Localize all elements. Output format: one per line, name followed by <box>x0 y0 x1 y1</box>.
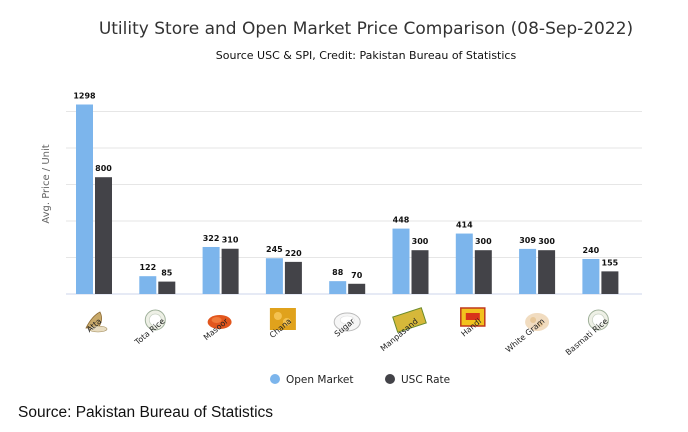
chart-title: Utility Store and Open Market Price Comp… <box>99 19 633 39</box>
data-label-usc-rate-basmati-rice: 155 <box>602 258 619 267</box>
data-label-open-market-handi: 414 <box>456 221 473 230</box>
bar-open-market-white-gram[interactable] <box>519 248 537 294</box>
data-label-open-market-white-gram: 309 <box>519 236 536 245</box>
data-label-open-market-sugar: 88 <box>332 268 344 277</box>
spice-box-icon <box>460 307 486 327</box>
source-footer: Source: Pakistan Bureau of Statistics <box>18 404 274 421</box>
data-label-usc-rate-tota-rice: 85 <box>161 269 173 278</box>
bars <box>76 104 619 295</box>
white-gram-icon <box>525 313 550 331</box>
data-label-usc-rate-sugar: 70 <box>351 271 363 280</box>
legend-label: Open Market <box>286 374 353 386</box>
flour-icon <box>85 311 108 333</box>
data-label-open-market-manpasand: 448 <box>393 216 410 225</box>
bar-usc-rate-manpasand[interactable] <box>411 250 429 294</box>
data-label-open-market-atta: 1298 <box>73 92 96 101</box>
bar-open-market-handi[interactable] <box>455 233 473 294</box>
bar-open-market-masoor[interactable] <box>202 246 220 294</box>
bar-usc-rate-tota-rice[interactable] <box>158 281 176 294</box>
bar-usc-rate-atta[interactable] <box>95 177 112 294</box>
bar-open-market-tota-rice[interactable] <box>139 276 157 294</box>
data-label-usc-rate-white-gram: 300 <box>538 237 555 246</box>
data-label-usc-rate-masoor: 310 <box>222 236 239 245</box>
packet-icon <box>392 307 427 333</box>
tick-label-basmati-rice: Basmati Rice <box>564 317 610 358</box>
data-label-usc-rate-manpasand: 300 <box>412 237 429 246</box>
data-label-open-market-chana: 245 <box>266 245 283 254</box>
y-axis-label: Avg. Price / Unit <box>41 144 52 223</box>
data-label-open-market-masoor: 322 <box>203 234 220 243</box>
sugar-icon <box>333 312 361 332</box>
bar-open-market-sugar[interactable] <box>329 281 347 294</box>
legend-marker <box>385 374 395 384</box>
legend-label: USC Rate <box>401 374 450 386</box>
data-label-open-market-tota-rice: 122 <box>139 263 156 272</box>
rice-bowl-icon <box>144 309 166 331</box>
legend-item-open-market[interactable]: Open Market <box>270 374 353 386</box>
data-label-usc-rate-handi: 300 <box>475 237 492 246</box>
bar-usc-rate-white-gram[interactable] <box>538 250 556 294</box>
data-label-usc-rate-atta: 800 <box>95 164 112 173</box>
lentils-icon <box>207 315 232 329</box>
basmati-rice-icon <box>587 309 609 331</box>
bar-usc-rate-chana[interactable] <box>284 261 302 294</box>
bar-usc-rate-handi[interactable] <box>474 250 492 294</box>
legend-marker <box>270 374 280 384</box>
chart: Utility Store and Open Market Price Comp… <box>41 19 642 386</box>
legend-item-usc-rate[interactable]: USC Rate <box>385 374 450 386</box>
bar-usc-rate-basmati-rice[interactable] <box>601 271 619 294</box>
data-label-open-market-basmati-rice: 240 <box>583 246 600 255</box>
bar-usc-rate-sugar[interactable] <box>348 283 366 294</box>
chickpeas-icon <box>269 308 296 330</box>
legend: Open Market USC Rate <box>270 374 450 386</box>
bar-open-market-basmati-rice[interactable] <box>582 258 600 294</box>
bar-open-market-chana[interactable] <box>265 258 283 294</box>
bar-open-market-atta[interactable] <box>76 104 93 295</box>
chart-subtitle: Source USC & SPI, Credit: Pakistan Burea… <box>216 49 517 62</box>
data-label-usc-rate-chana: 220 <box>285 249 302 258</box>
bar-usc-rate-masoor[interactable] <box>221 248 239 294</box>
bar-open-market-manpasand[interactable] <box>392 228 410 294</box>
category-icons <box>85 307 609 333</box>
